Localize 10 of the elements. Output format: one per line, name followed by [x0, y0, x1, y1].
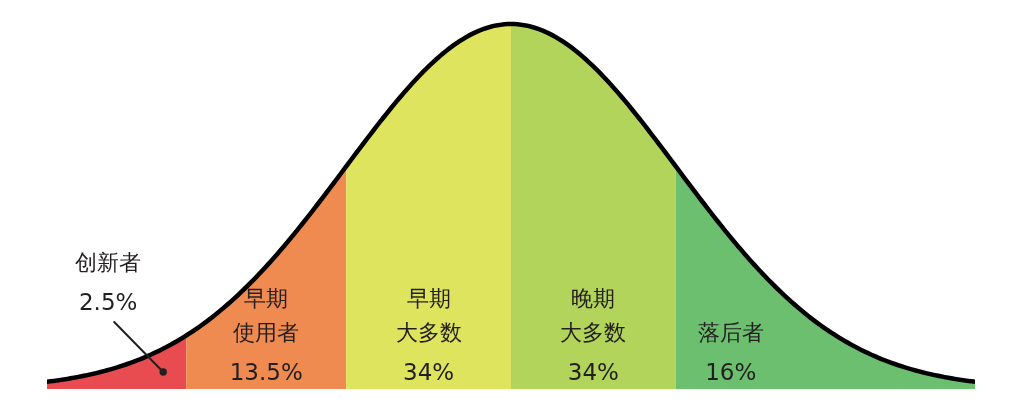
category-label: 创新者 — [75, 250, 142, 275]
category-label: 落后者 — [697, 320, 764, 345]
category-label: 晚期大多数 — [560, 286, 627, 345]
data-label: 34% — [567, 359, 619, 385]
data-label: 13.5% — [229, 359, 303, 385]
data-label: 2.5% — [78, 289, 138, 315]
category-label: 早期大多数 — [395, 286, 462, 345]
category-label: 早期使用者 — [233, 286, 300, 345]
data-label: 16% — [705, 359, 757, 385]
data-label: 34% — [403, 359, 455, 385]
